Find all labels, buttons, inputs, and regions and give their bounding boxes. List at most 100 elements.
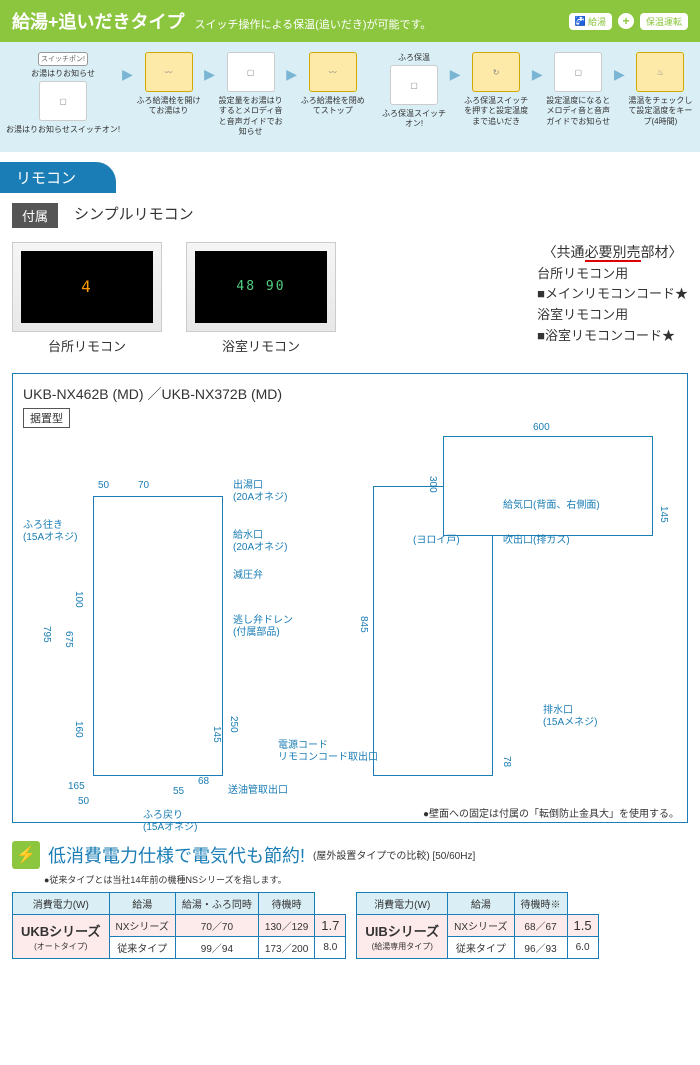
td: 68／67	[514, 914, 567, 936]
remote-caption: 台所リモコン	[48, 336, 126, 355]
dim: 50	[98, 480, 109, 491]
label: 送油管取出口	[228, 781, 288, 796]
parts-item: 浴室リモコン用	[537, 305, 688, 326]
flow-step: ▢ 設定温度になるとメロディ音と音声ガイドでお知らせ	[545, 52, 612, 127]
dim: 165	[68, 781, 85, 792]
remote-panel: 4 台所リモコン 48 90 浴室リモコン 〈共通必要別売部材〉 台所リモコン用…	[0, 238, 700, 365]
td: 6.0	[567, 936, 598, 958]
label: (15Aメネジ)	[543, 713, 597, 728]
flow-step: 〰 ふろ給湯栓を開けてお湯はり	[135, 52, 202, 117]
dim: 50	[78, 796, 89, 807]
included-badge: 付属	[12, 203, 58, 228]
td: 96／93	[514, 936, 567, 958]
th: 消費電力(W)	[357, 892, 448, 914]
step-label: ふろ給湯栓を開けてお湯はり	[135, 96, 202, 117]
flow-step: ふろ保温 ▢ ふろ保温スイッチオン!	[380, 52, 447, 130]
flow-step: ♨ 湯温をチェックして設定温度をキープ(4時間)	[627, 52, 694, 127]
arrow-icon: ▶	[450, 66, 461, 83]
remote-image: 4	[12, 242, 162, 332]
flow-step: お湯はりお知らせ ▢ お湯はりお知らせスイッチオン!	[6, 68, 120, 135]
banner-title: 給湯+追いだきタイプ	[12, 8, 185, 34]
dim: 100	[73, 591, 84, 608]
dim: 795	[41, 626, 52, 643]
step-heading: ふろ保温	[398, 52, 430, 63]
dim: 845	[358, 616, 369, 633]
flow-step: ↻ ふろ保温スイッチを押すと設定温度まで追いだき	[463, 52, 530, 127]
banner-left: 給湯+追いだきタイプ スイッチ操作による保温(追いだき)が可能です。	[12, 8, 431, 34]
type-banner: 給湯+追いだきタイプ スイッチ操作による保温(追いだき)が可能です。 🚰給湯 +…	[0, 0, 700, 42]
dim: 70	[138, 480, 149, 491]
dim: 145	[211, 726, 222, 743]
diagram-note: ●壁面への固定は付属の「転倒防止金具大」を使用する。	[423, 805, 679, 820]
bath-remote: 48 90 浴室リモコン	[186, 242, 336, 355]
label: (15Aオネジ)	[143, 818, 197, 833]
arrow-icon: ▶	[286, 66, 297, 83]
banner-subtitle: スイッチ操作による保温(追いだき)が可能です。	[195, 16, 432, 32]
dim: 600	[533, 422, 550, 433]
td: NXシリーズ	[109, 914, 175, 936]
hotwater-icon: 🚰給湯	[569, 13, 612, 30]
remote-icon: ▢	[390, 65, 438, 105]
dim: 675	[63, 631, 74, 648]
step-label: ふろ保温スイッチオン!	[380, 109, 447, 130]
label: (ヨロイ戸)	[413, 531, 460, 546]
remote-display: 4	[21, 251, 153, 323]
label: (付属部品)	[233, 623, 280, 638]
th: 給湯・ふろ同時	[175, 892, 258, 914]
parts-list: 台所リモコン用 ■メインリモコンコード★ 浴室リモコン用 ■浴室リモコンコード★	[537, 264, 688, 347]
remote-section-tab: リモコン	[0, 162, 116, 193]
step-label: ふろ保温スイッチを押すと設定温度まで追いだき	[463, 96, 530, 127]
remote-icon: ▢	[39, 81, 87, 121]
th: 待機時	[258, 892, 314, 914]
label: 吹出口(排ガス)	[503, 531, 570, 546]
remote-icon: ▢	[554, 52, 602, 92]
step-label: ふろ給湯栓を閉めてストップ	[299, 96, 366, 117]
td: 1.5	[567, 914, 598, 936]
placement-badge: 据置型	[23, 408, 70, 428]
keepwarm-icon: 保温運転	[640, 13, 688, 30]
step-label: 湯温をチェックして設定温度をキープ(4時間)	[627, 96, 694, 127]
flow-step: ▢ 設定量をお湯はりするとメロディ音と音声ガイドでお知らせ	[217, 52, 284, 138]
parts-item: 台所リモコン用	[537, 264, 688, 285]
label: 給気口(背面、右側面)	[503, 496, 600, 511]
th: 給湯	[448, 892, 514, 914]
ukb-table: 消費電力(W) 給湯 給湯・ふろ同時 待機時 UKBシリーズ(オートタイプ) N…	[12, 892, 346, 959]
dim: 55	[173, 786, 184, 797]
th: 消費電力(W)	[13, 892, 110, 914]
top-view	[443, 436, 653, 536]
power-title: 低消費電力仕様で電気代も節約!	[48, 842, 305, 868]
td: 173／200	[258, 936, 314, 958]
remote-icon: ▢	[227, 52, 275, 92]
uib-table: 消費電力(W) 給湯 待機時※ UIBシリーズ(給湯専用タイプ) NXシリーズ …	[356, 892, 598, 959]
label: リモコンコード取出口	[278, 748, 378, 763]
label: (20Aオネジ)	[233, 488, 287, 503]
power-header: ⚡ 低消費電力仕様で電気代も節約! (屋外設置タイプでの比較) [50/60Hz…	[0, 831, 700, 873]
td: 8.0	[315, 936, 346, 958]
step-label: 設定温度になるとメロディ音と音声ガイドでお知らせ	[545, 96, 612, 127]
arrow-icon: ▶	[614, 66, 625, 83]
remote-caption: 浴室リモコン	[222, 336, 300, 355]
dim: 145	[658, 506, 669, 523]
series-cell: UKBシリーズ(オートタイプ)	[13, 914, 110, 958]
series-cell: UIBシリーズ(給湯専用タイプ)	[357, 914, 448, 958]
td: NXシリーズ	[448, 914, 514, 936]
plug-icon: ⚡	[12, 841, 40, 869]
dim: 300	[427, 476, 438, 493]
th: 給湯	[109, 892, 175, 914]
remote-display: 48 90	[195, 251, 327, 323]
operation-flow: スイッチポン! お湯はりお知らせ ▢ お湯はりお知らせスイッチオン! ▶ 〰 ふ…	[0, 42, 700, 152]
banner-icons: 🚰給湯 + 保温運転	[569, 13, 688, 30]
td: 70／70	[175, 914, 258, 936]
parts-title: 〈共通必要別売部材〉	[537, 242, 688, 262]
power-subtitle: (屋外設置タイプでの比較) [50/60Hz]	[313, 847, 475, 862]
remote-name: シンプルリモコン	[74, 203, 194, 224]
step-label: お湯はりお知らせスイッチオン!	[6, 125, 120, 135]
step-label: 設定量をお湯はりするとメロディ音と音声ガイドでお知らせ	[217, 96, 284, 138]
arrow-icon: ▶	[204, 66, 215, 83]
remote-header-row: 付属 シンプルリモコン	[0, 193, 700, 238]
label: (15Aオネジ)	[23, 528, 77, 543]
switch-badge: スイッチポン!	[38, 52, 88, 66]
tub-icon: 〰	[309, 52, 357, 92]
td: 99／94	[175, 936, 258, 958]
td: 従来タイプ	[448, 936, 514, 958]
